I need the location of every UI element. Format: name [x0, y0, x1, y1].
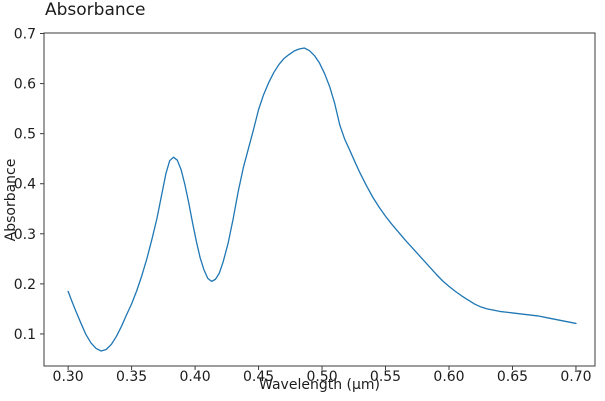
chart-title: Absorbance — [45, 0, 146, 20]
absorbance-line — [67, 47, 577, 352]
x-tick-label: 0.70 — [560, 369, 591, 385]
x-tick-label: 0.35 — [116, 369, 147, 385]
x-tick-label: 0.45 — [243, 369, 274, 385]
y-tick-label: 0.4 — [14, 177, 36, 193]
x-tick-label: 0.40 — [179, 369, 210, 385]
x-axis-label: Wavelength (μm) — [259, 377, 380, 393]
y-tick-label: 0.7 — [14, 27, 36, 43]
y-tick-label: 0.1 — [14, 327, 36, 343]
x-tick-label: 0.65 — [497, 369, 528, 385]
y-tick-label: 0.3 — [14, 227, 36, 243]
x-tick-label: 0.60 — [433, 369, 464, 385]
y-axis-label: Absorbance — [3, 158, 19, 242]
x-tick-label: 0.30 — [53, 369, 84, 385]
x-tick-label: 0.55 — [370, 369, 401, 385]
x-tick-label: 0.50 — [306, 369, 337, 385]
plot-frame — [43, 32, 596, 367]
y-tick-label: 0.2 — [14, 277, 36, 293]
y-tick-label: 0.6 — [14, 77, 36, 93]
y-tick-label: 0.5 — [14, 127, 36, 143]
